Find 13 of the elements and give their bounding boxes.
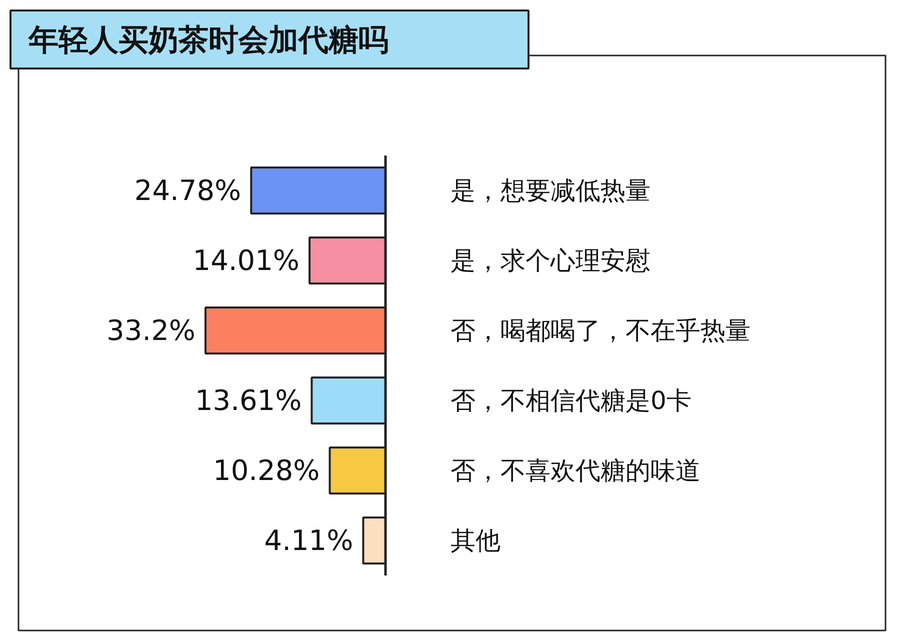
y-tick-label: 否，不相信代糖是0卡 (450, 386, 692, 415)
y-tick-label: 其他 (450, 526, 500, 555)
data-label: 33.2% (106, 314, 196, 347)
y-tick-label: 否，不喜欢代糖的味道 (450, 456, 700, 485)
y-tick-label: 否，喝都喝了，不在乎热量 (450, 316, 750, 345)
data-label: 13.61% (194, 384, 302, 417)
data-label: 4.11% (264, 524, 354, 557)
data-label: 14.01% (192, 244, 300, 277)
chart-title: 年轻人买奶茶时会加代糖吗 (28, 23, 388, 58)
data-label: 10.28% (213, 454, 320, 487)
y-tick-label: 是，求个心理安慰 (450, 246, 650, 275)
data-label: 24.78% (134, 174, 242, 207)
y-tick-label: 是，想要减低热量 (450, 176, 650, 205)
